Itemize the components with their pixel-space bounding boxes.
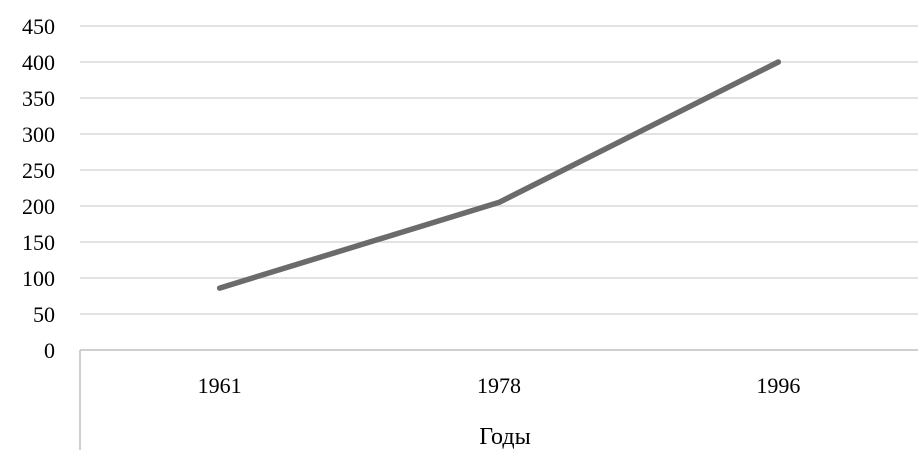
y-tick-label: 450 bbox=[22, 14, 55, 39]
x-tick-label: 1978 bbox=[477, 373, 521, 398]
y-tick-label: 200 bbox=[22, 194, 55, 219]
y-tick-label: 350 bbox=[22, 86, 55, 111]
y-tick-label: 50 bbox=[33, 302, 55, 327]
y-tick-label: 150 bbox=[22, 230, 55, 255]
y-tick-label: 250 bbox=[22, 158, 55, 183]
series-line bbox=[216, 59, 782, 291]
gridlines bbox=[80, 25, 918, 315]
y-tick-label: 300 bbox=[22, 122, 55, 147]
x-axis-ticks: 1961 1978 1996 bbox=[198, 373, 801, 398]
y-tick-label: 400 bbox=[22, 50, 55, 75]
y-tick-label: 0 bbox=[44, 338, 55, 363]
axes-frame bbox=[79, 349, 918, 450]
x-axis-title: Годы bbox=[479, 424, 530, 450]
y-tick-label: 100 bbox=[22, 266, 55, 291]
x-tick-label: 1961 bbox=[198, 373, 242, 398]
series-layer bbox=[216, 59, 782, 291]
y-axis-ticks: 0 50 100 150 200 250 300 350 400 450 bbox=[22, 14, 55, 363]
x-tick-label: 1996 bbox=[756, 373, 800, 398]
